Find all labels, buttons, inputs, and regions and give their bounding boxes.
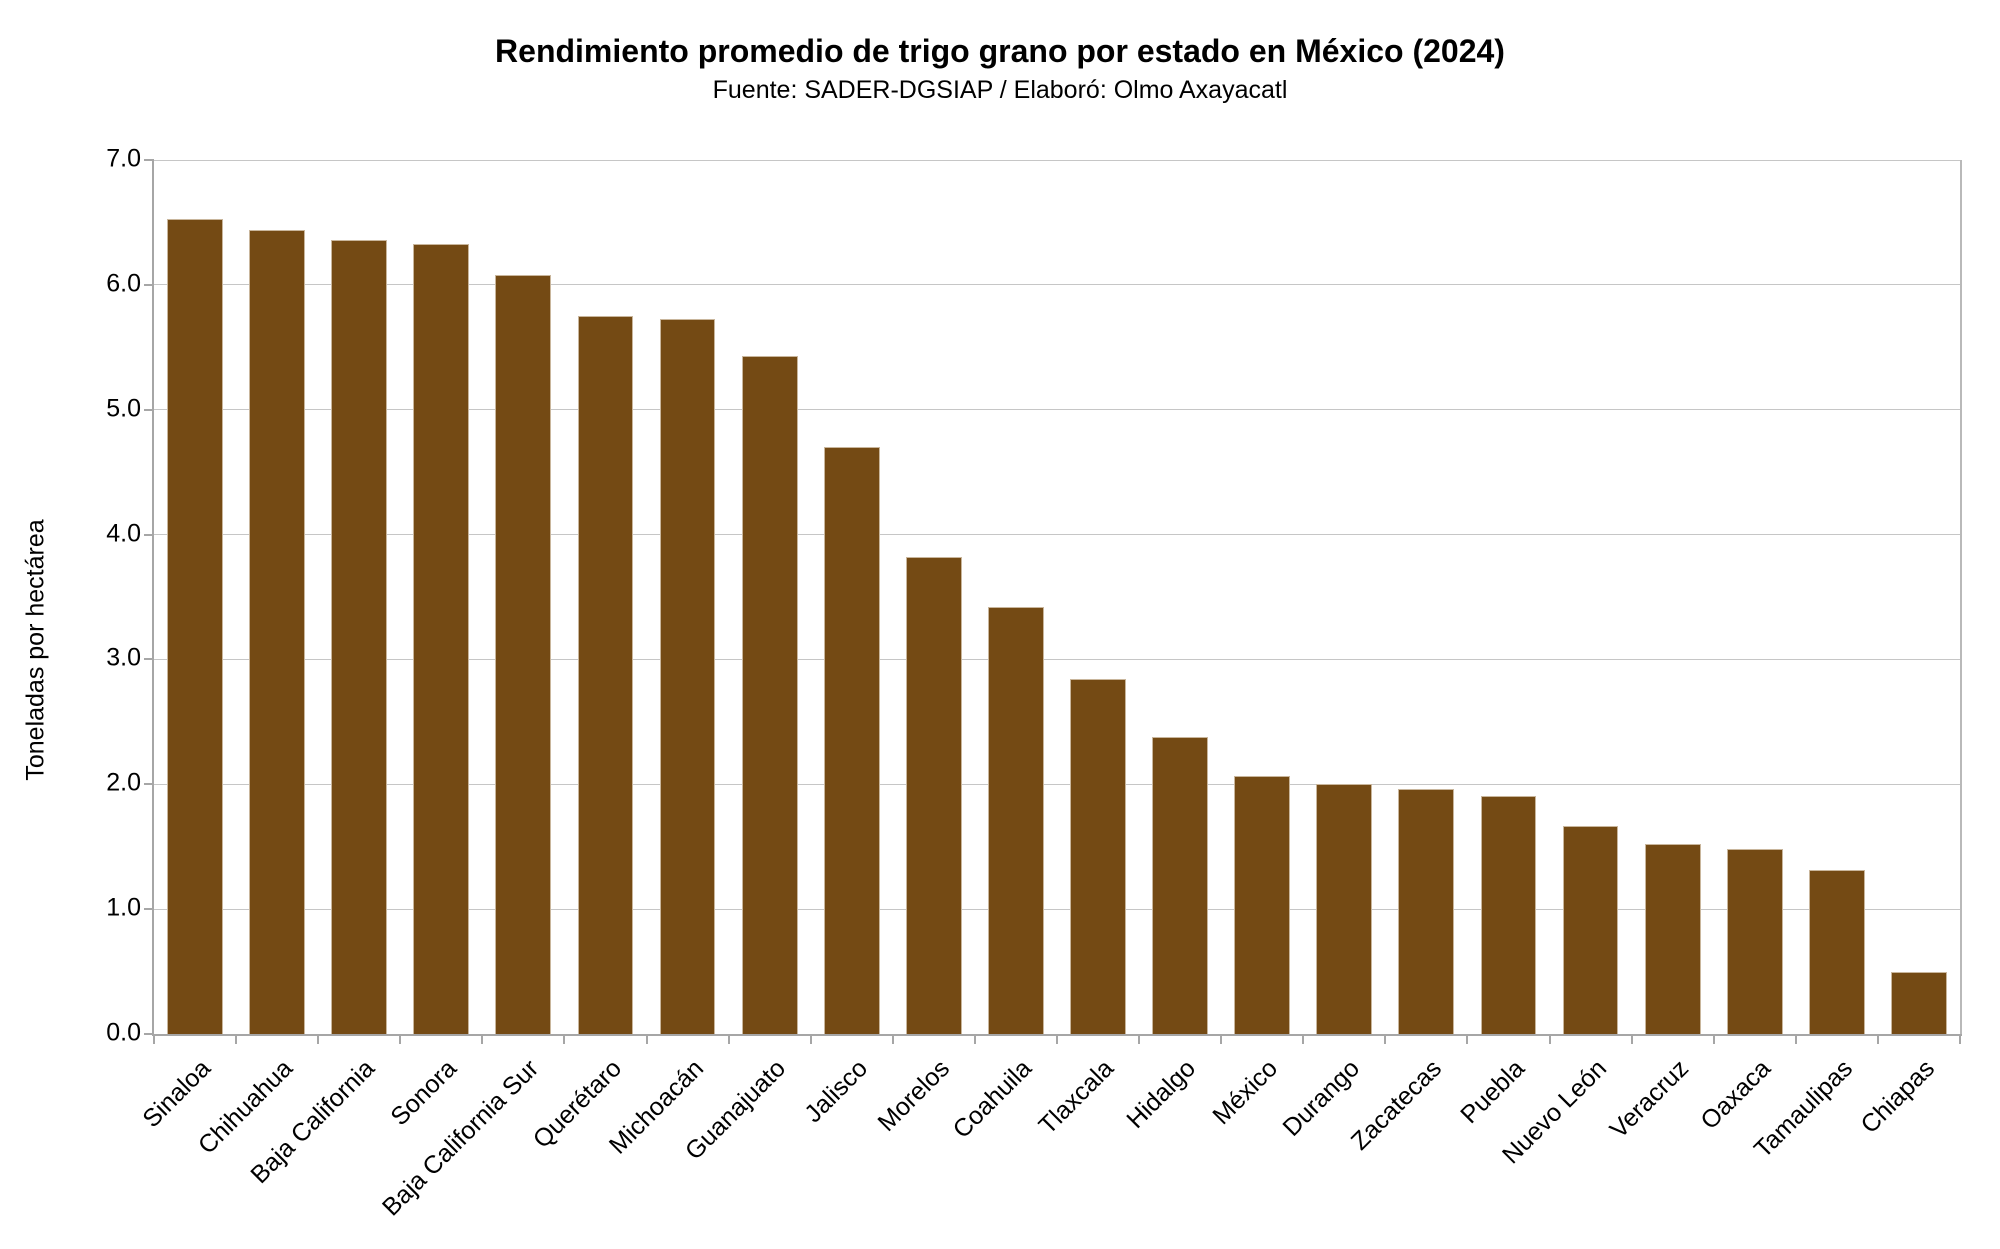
x-tick-mark — [1056, 1034, 1058, 1044]
y-tick-label: 2.0 — [106, 768, 141, 797]
x-tick-mark — [1138, 1034, 1141, 1044]
bar-tamaulipas — [1808, 870, 1865, 1034]
gridline — [154, 284, 1960, 286]
x-tick-mark — [563, 1034, 566, 1044]
y-tick-label: 4.0 — [106, 518, 141, 547]
y-tick-mark — [144, 159, 154, 161]
y-axis-title: Toneladas por hectárea — [21, 519, 50, 781]
bar-coahuila — [988, 607, 1044, 1034]
gridline — [154, 409, 1960, 411]
x-tick-mark — [481, 1034, 484, 1044]
y-tick-mark — [144, 658, 154, 661]
chart-title: Rendimiento promedio de trigo grano por … — [495, 33, 1505, 69]
y-tick-mark — [144, 1033, 154, 1035]
bar-jalisco — [823, 447, 880, 1034]
y-tick-mark — [144, 783, 154, 786]
bar-baja-california — [331, 239, 388, 1034]
bar-morelos — [905, 557, 962, 1034]
x-tick-mark — [317, 1034, 320, 1044]
gridline — [154, 908, 1960, 910]
bar-guanajuato — [741, 356, 798, 1034]
gridline — [154, 658, 1960, 660]
gridline — [154, 159, 1960, 161]
bar-durango — [1316, 784, 1373, 1034]
y-tick-label: 1.0 — [106, 893, 141, 922]
y-tick-label: 6.0 — [106, 269, 141, 298]
x-tick-mark — [1466, 1034, 1469, 1044]
bar-sinaloa — [167, 218, 223, 1034]
y-tick-label: 0.0 — [106, 1018, 141, 1047]
x-tick-mark — [891, 1034, 894, 1044]
bar-puebla — [1480, 795, 1537, 1034]
gridline — [154, 534, 1960, 536]
x-tick-mark — [235, 1034, 238, 1044]
x-tick-mark — [1548, 1034, 1551, 1044]
x-tick-mark — [1959, 1034, 1961, 1044]
y-axis-line — [152, 160, 154, 1034]
x-tick-mark — [645, 1034, 648, 1044]
y-tick-mark — [144, 408, 154, 411]
bar-chihuahua — [249, 229, 306, 1034]
bar-sonora — [413, 243, 470, 1034]
bar-tlaxcala — [1070, 679, 1126, 1034]
bar-baja-california-sur — [495, 274, 552, 1034]
x-tick-mark — [809, 1034, 812, 1044]
y-tick-mark — [144, 533, 154, 536]
chart-subtitle: Fuente: SADER-DGSIAP / Elaboró: Olmo Axa… — [712, 76, 1288, 104]
x-tick-mark — [1630, 1034, 1633, 1044]
plot-area: 0.0 1.0 2.0 3.0 4.0 5.0 6.0 7.0 Sinaloa Chihuahua… — [106, 144, 1962, 1221]
bar-nuevo-león — [1562, 825, 1619, 1034]
x-tick-mark — [1302, 1034, 1305, 1044]
bar-hidalgo — [1152, 736, 1209, 1034]
x-tick-mark — [973, 1034, 976, 1044]
x-tick-mark — [1712, 1034, 1715, 1044]
bar-zacatecas — [1398, 789, 1455, 1034]
bar-oaxaca — [1726, 849, 1783, 1034]
y-tick-label: 3.0 — [106, 643, 141, 672]
x-tick-mark — [399, 1034, 402, 1044]
x-tick-mark — [1384, 1034, 1387, 1044]
bar-querétaro — [577, 316, 634, 1034]
x-tick-mark — [153, 1034, 155, 1044]
bar-méxico — [1234, 775, 1291, 1034]
x-tick-mark — [1876, 1034, 1879, 1044]
x-tick-mark — [1794, 1034, 1797, 1044]
y-tick-mark — [144, 908, 154, 911]
bar-chiapas — [1891, 971, 1947, 1034]
y-tick-label: 7.0 — [106, 144, 141, 173]
gridline — [154, 783, 1960, 785]
plot-border-right — [1960, 160, 1962, 1034]
y-tick-label: 5.0 — [106, 394, 141, 423]
x-tick-mark — [1220, 1034, 1223, 1044]
y-tick-mark — [144, 283, 154, 286]
bar-michoacán — [659, 318, 716, 1034]
x-tick-mark — [727, 1034, 730, 1044]
bar-veracruz — [1644, 844, 1701, 1034]
